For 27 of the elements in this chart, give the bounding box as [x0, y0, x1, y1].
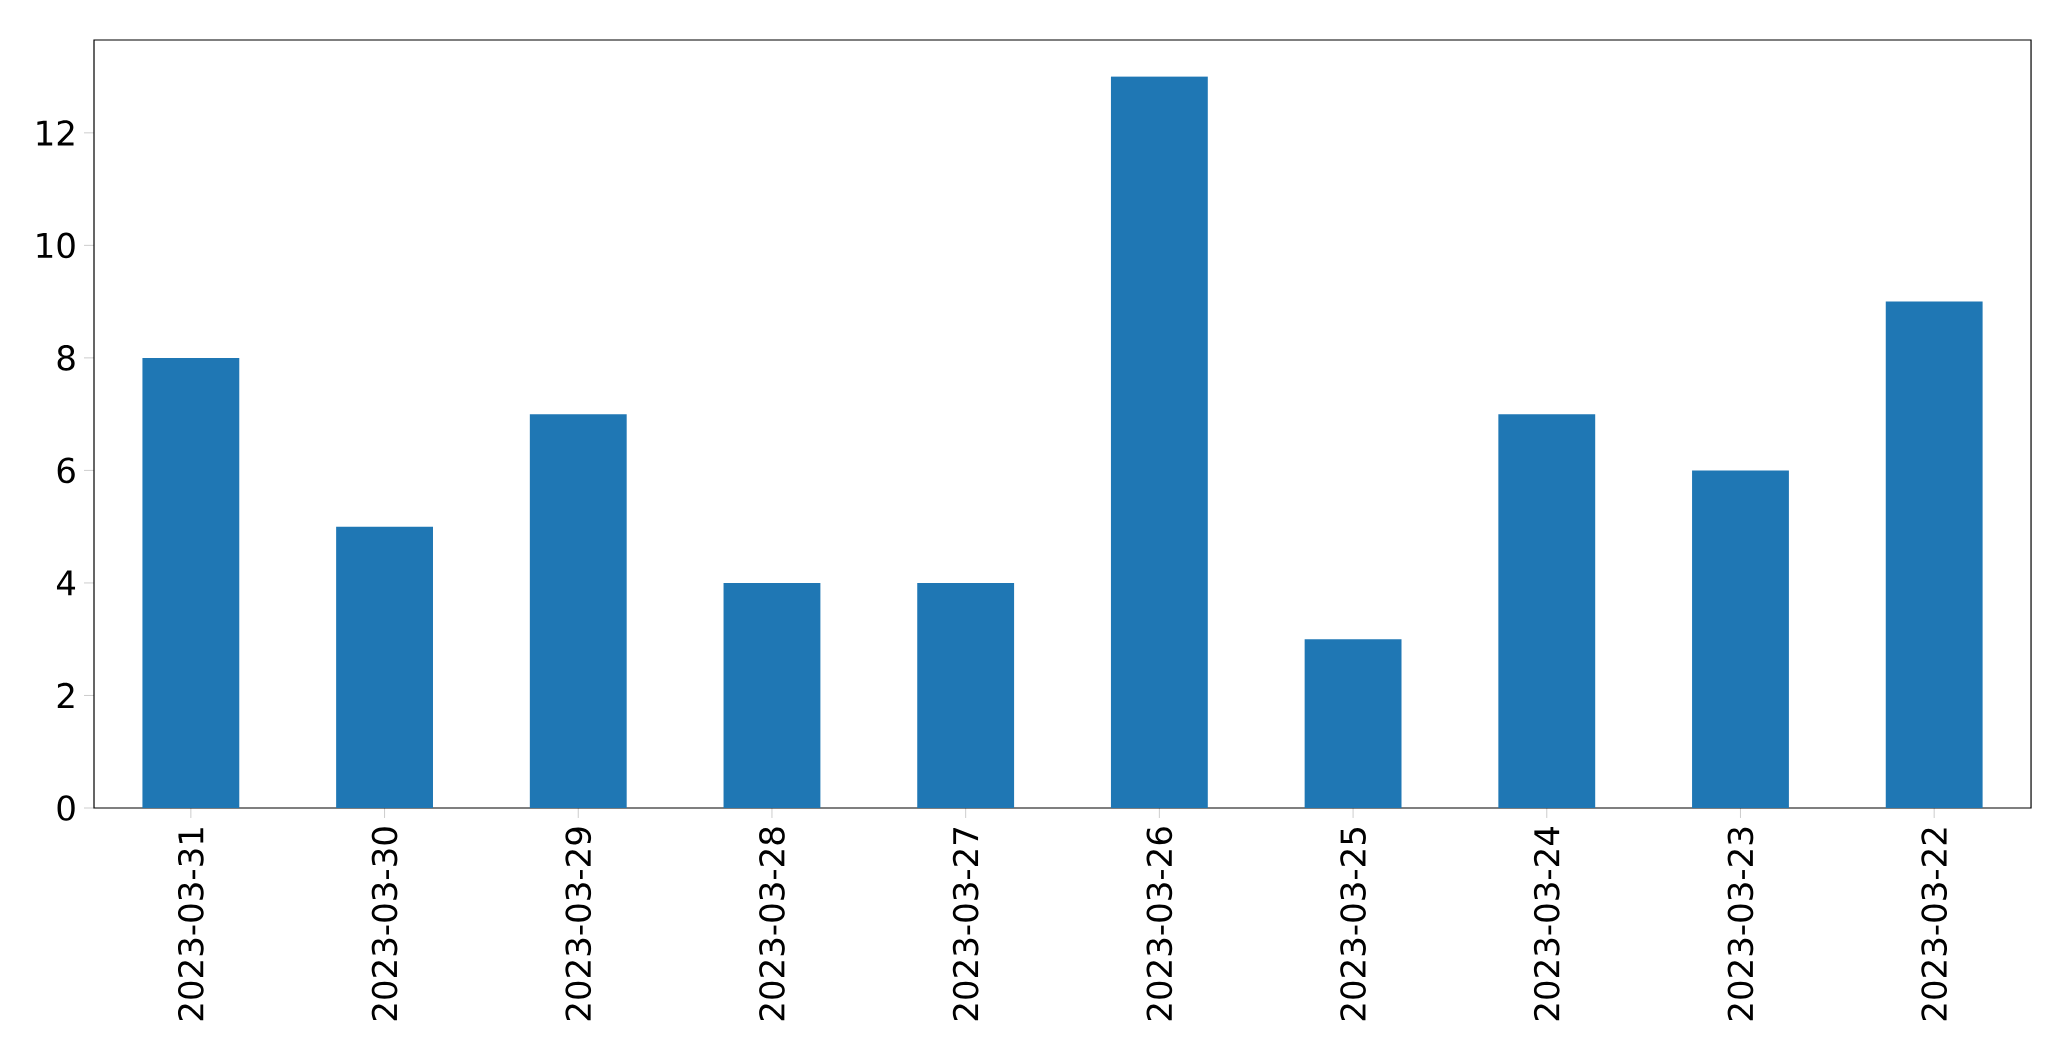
bar	[1692, 470, 1789, 808]
x-tick-label: 2023-03-28	[759, 827, 785, 1021]
y-tick-label: 6	[57, 457, 75, 484]
x-tick-label: 2023-03-27	[952, 828, 979, 1021]
bar	[1885, 301, 1983, 808]
bar	[1304, 639, 1402, 808]
x-tick-label: 2023-03-26	[1146, 827, 1173, 1021]
bar	[723, 582, 821, 808]
x-tick-label: 2023-03-25	[1340, 828, 1366, 1021]
x-tick-label: 2023-03-30	[371, 827, 398, 1021]
x-tick-label: 2023-03-29	[565, 827, 592, 1021]
bar	[917, 582, 1015, 808]
y-tick-label: 0	[57, 795, 75, 821]
x-tick-label: 2023-03-22	[1921, 828, 1948, 1021]
y-tick-label: 2	[57, 682, 74, 709]
y-tick-label: 10	[37, 232, 75, 259]
bar	[336, 526, 433, 808]
bar	[142, 357, 240, 808]
x-tick-label: 2023-03-31	[177, 828, 204, 1021]
y-tick-label: 12	[37, 120, 74, 146]
bar	[1498, 414, 1596, 808]
y-tick-label: 4	[56, 570, 76, 596]
x-tick-label: 2023-03-23	[1727, 827, 1754, 1021]
bar	[529, 414, 627, 808]
y-tick-label: 8	[57, 345, 75, 371]
x-tick-label: 2023-03-24	[1533, 827, 1560, 1021]
bar	[1110, 76, 1208, 808]
